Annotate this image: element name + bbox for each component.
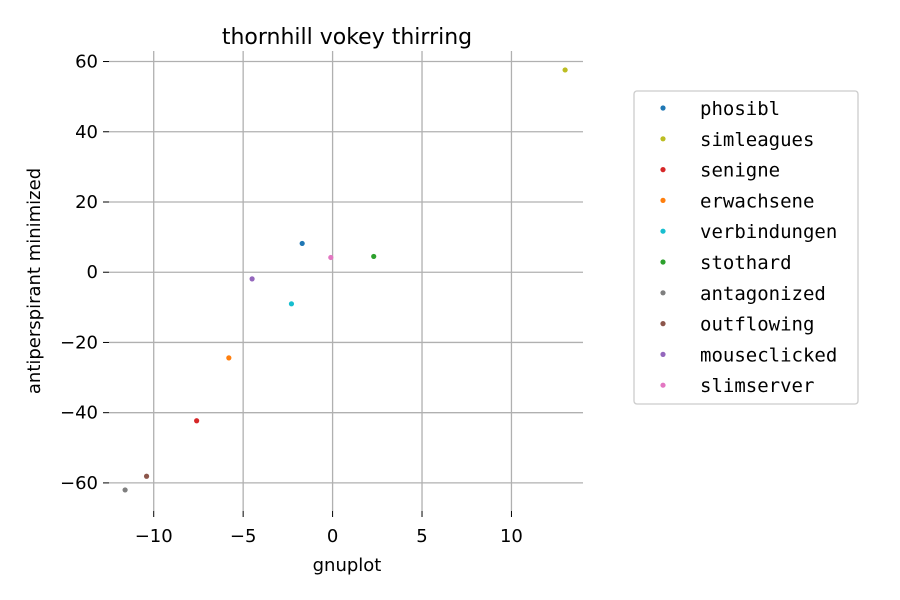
legend-label: antagonized (700, 283, 826, 305)
y-axis-label: antiperspirant minimized (24, 168, 45, 394)
legend-marker (660, 259, 666, 265)
legend-marker (660, 290, 666, 296)
data-points (122, 67, 568, 493)
x-tick-label: 5 (416, 526, 427, 547)
data-point (226, 355, 232, 361)
y-tick-label: 0 (87, 262, 98, 283)
data-point (288, 301, 295, 307)
x-axis-label: gnuplot (313, 555, 382, 576)
legend-label: simleagues (700, 129, 814, 151)
legend-marker (660, 167, 666, 173)
axis-ticks: −10 −5 0 5 10 −60 −40 −20 0 20 40 60 (60, 52, 523, 547)
x-tick-label: 10 (500, 526, 523, 547)
legend-frame (633, 90, 859, 405)
legend-label: senigne (700, 160, 780, 182)
legend-label: stothard (700, 252, 792, 274)
data-point (122, 487, 128, 493)
grid (109, 51, 583, 511)
legend-label: slimserver (700, 375, 814, 397)
y-tick-label: −60 (60, 473, 98, 494)
legend-marker (660, 351, 666, 357)
legend-marker (660, 136, 666, 142)
y-tick-label: 60 (75, 52, 98, 73)
y-tick-label: −40 (60, 403, 98, 424)
legend-marker (660, 105, 666, 111)
data-point (299, 240, 305, 247)
y-tick-label: −20 (60, 332, 98, 353)
legend-marker (660, 321, 666, 327)
data-point (328, 254, 334, 261)
x-tick-label: −5 (230, 526, 257, 547)
x-tick-label: −10 (135, 526, 173, 547)
data-point (371, 253, 377, 260)
data-point (249, 276, 255, 282)
legend-label: phosibl (700, 98, 780, 120)
x-tick-label: 0 (327, 526, 338, 547)
legend-marker (660, 382, 666, 388)
legend-label: mouseclicked (700, 344, 837, 366)
legend-marker (660, 228, 666, 234)
legend-marker (660, 197, 666, 203)
legend: phosibl simleagues senigne erwachsene verbin… (633, 90, 859, 405)
y-tick-label: 20 (75, 192, 98, 213)
chart-title: thornhill vokey thirring (222, 25, 472, 50)
data-point (562, 67, 568, 73)
data-point (194, 418, 200, 424)
data-point (143, 473, 150, 479)
y-tick-label: 40 (75, 122, 98, 143)
legend-label: outflowing (700, 314, 814, 336)
legend-label: verbindungen (700, 221, 837, 243)
legend-label: erwachsene (700, 190, 814, 212)
